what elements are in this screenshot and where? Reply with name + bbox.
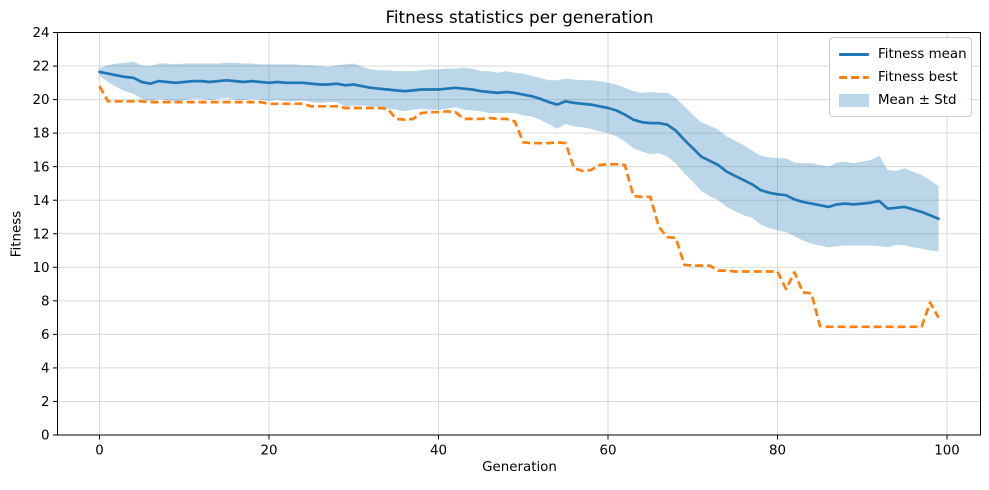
- legend-label-mean-std: Mean ± Std: [878, 92, 957, 108]
- legend-label-fitness-mean: Fitness mean: [878, 46, 967, 62]
- y-tick-label: 2: [41, 395, 50, 410]
- x-tick-label: 80: [769, 444, 786, 459]
- chart-title: Fitness statistics per generation: [385, 7, 654, 27]
- x-tick-label: 60: [599, 444, 616, 459]
- y-tick-label: 8: [41, 294, 50, 309]
- y-tick-label: 6: [41, 328, 50, 343]
- y-tick-label: 14: [32, 194, 49, 209]
- x-axis-label: Generation: [482, 460, 557, 475]
- y-tick-label: 10: [32, 261, 49, 276]
- y-tick-label: 4: [41, 362, 50, 377]
- y-tick-label: 12: [32, 227, 49, 242]
- legend: Fitness mean Fitness best Mean ± Std: [829, 37, 972, 117]
- best-line-swatch: [839, 75, 869, 79]
- y-tick-label: 20: [32, 93, 49, 108]
- std-band: [99, 61, 939, 252]
- legend-item-fitness-best: Fitness best: [839, 67, 963, 87]
- x-tick-label: 20: [260, 444, 277, 459]
- mean-line-swatch: [839, 52, 869, 56]
- y-tick-label: 18: [32, 127, 49, 142]
- y-tick-label: 22: [32, 60, 49, 75]
- fitness-mean-line: [98, 70, 940, 221]
- fitness-best-line: [98, 85, 940, 329]
- x-tick-label: 100: [934, 444, 960, 459]
- y-tick-label: 24: [32, 26, 49, 41]
- y-tick-label: 0: [41, 429, 50, 444]
- std-band-swatch: [839, 93, 869, 107]
- x-tick-label: 40: [430, 444, 447, 459]
- y-axis-label: Fitness: [9, 210, 25, 258]
- legend-item-mean-std: Mean ± Std: [839, 90, 963, 110]
- legend-item-fitness-mean: Fitness mean: [839, 44, 967, 64]
- x-tick-label: 0: [95, 444, 104, 459]
- y-tick-label: 16: [32, 160, 49, 175]
- legend-label-fitness-best: Fitness best: [878, 69, 958, 85]
